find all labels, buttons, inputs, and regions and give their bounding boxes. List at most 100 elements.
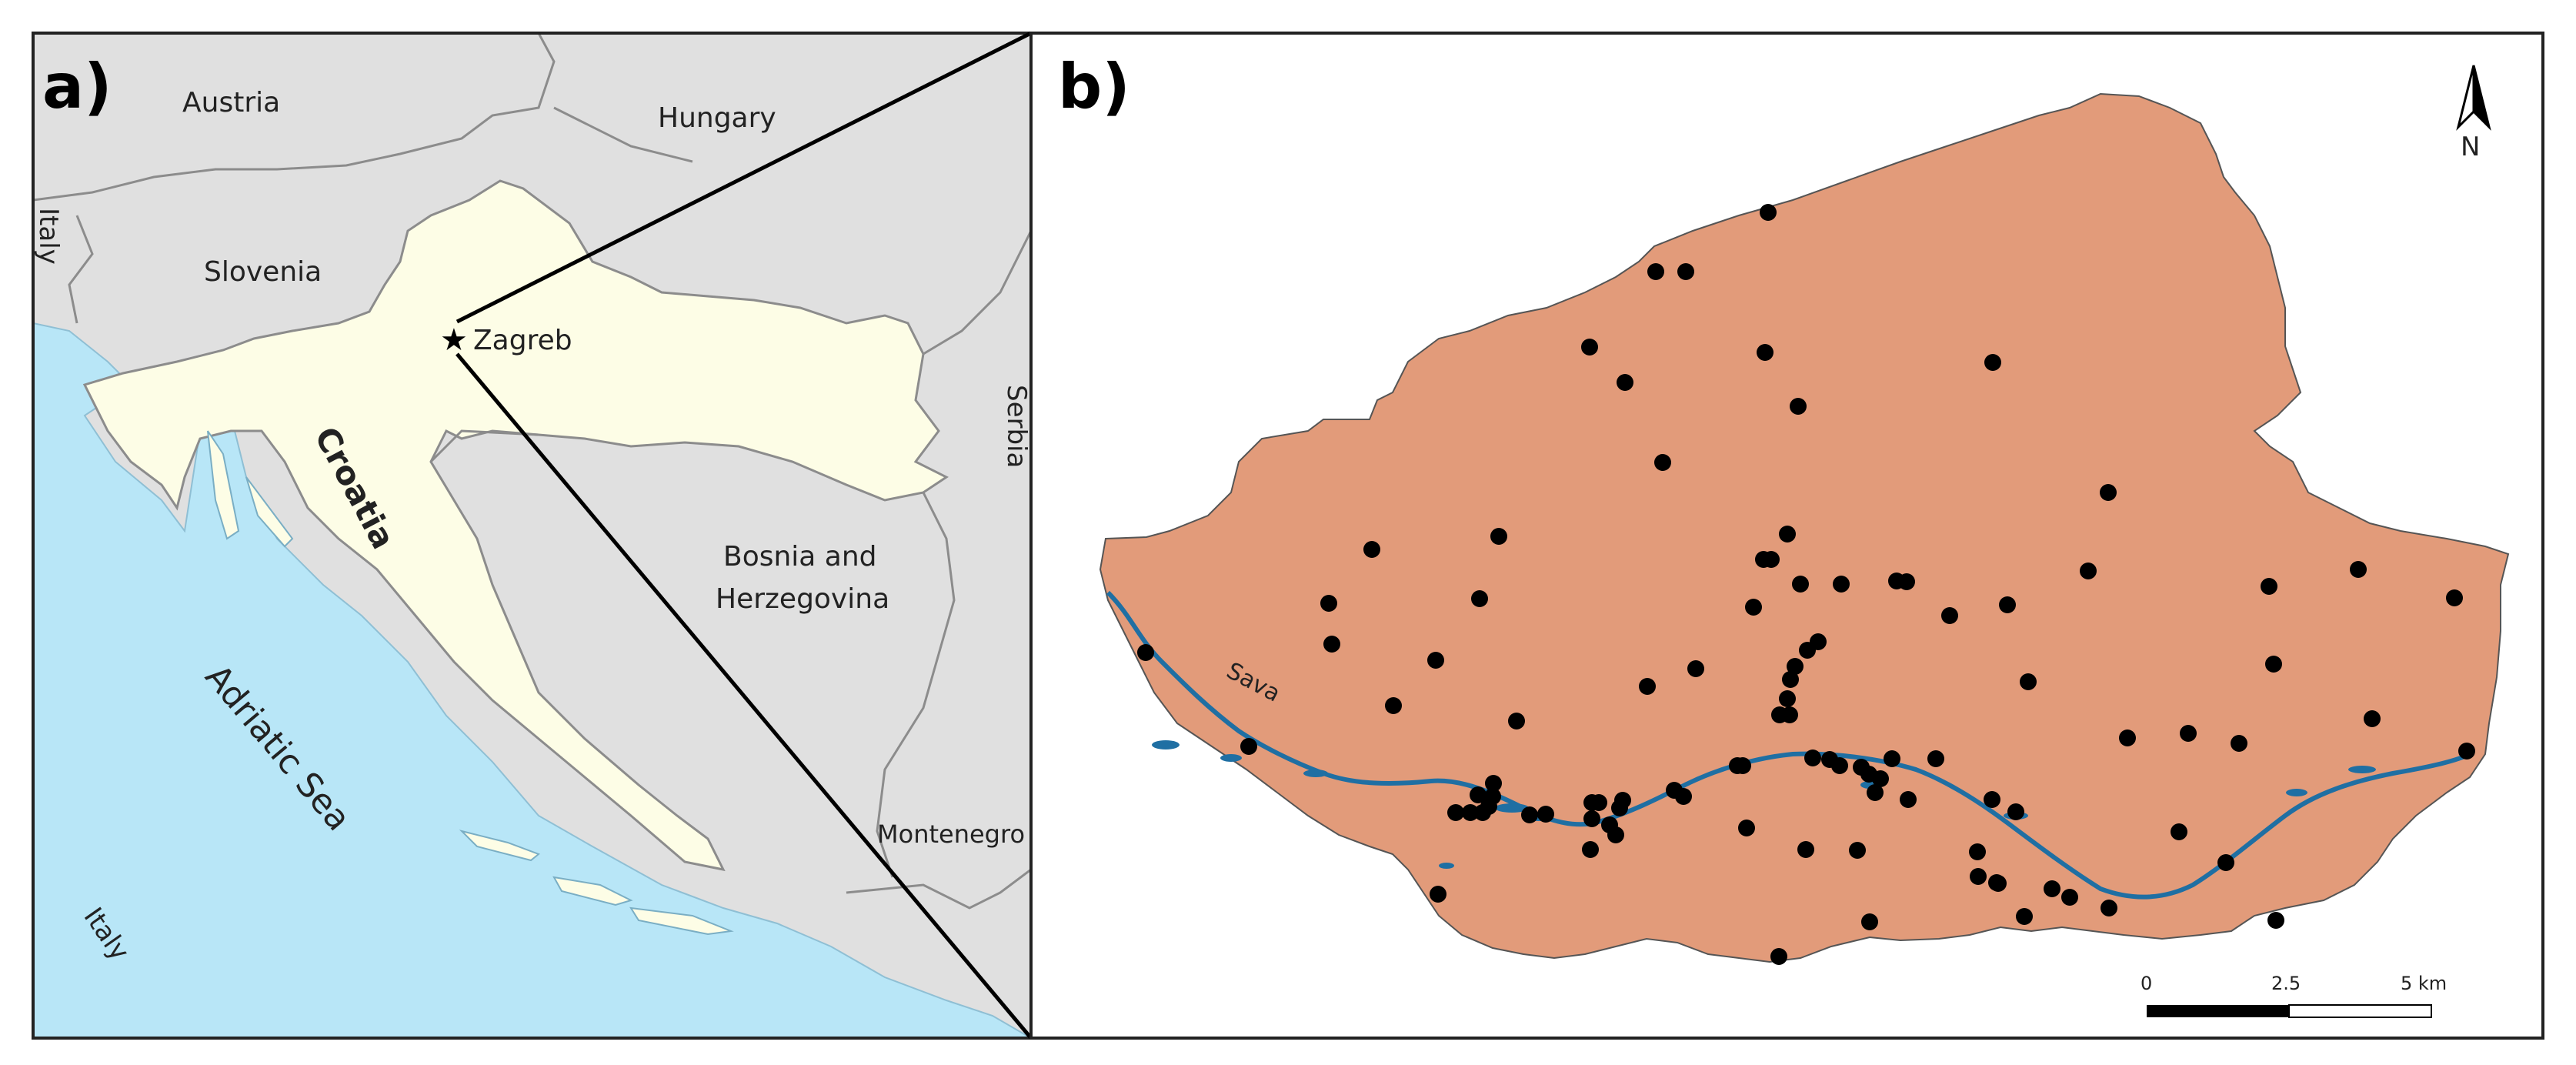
connector-line-bottom [455,352,1033,1040]
sample-point [1639,678,1656,695]
sample-point [1738,820,1755,836]
label-zagreb: Zagreb [473,325,572,356]
sample-point [1617,374,1633,391]
scale-tick-5: 5 km [2401,973,2447,994]
label-bosnia-1: Bosnia and [723,541,877,573]
sample-point [1999,596,2016,613]
sample-point [1779,526,1796,543]
sample-point [1763,551,1780,568]
sample-point [2016,908,2033,925]
sample-points [1137,204,2475,965]
sample-point [2265,656,2282,673]
country-borders [33,33,1031,910]
north-label: N [2461,132,2480,162]
panel-a-label: a) [42,51,112,122]
sample-point [1675,788,1692,805]
sample-point [1447,804,1464,821]
sample-point [1779,690,1796,707]
sava-river [1106,590,2471,900]
label-montenegro: Montenegro [877,820,1025,849]
label-austria: Austria [182,87,280,119]
sample-point [1860,766,1877,783]
sample-point [1799,642,1816,659]
sample-point [1970,868,1987,885]
sample-point [1485,775,1502,792]
sample-point [2458,743,2475,760]
scale-bar [2147,1004,2432,1018]
sample-point [1430,886,1446,903]
label-italy-north: Italy [33,208,64,265]
sample-point [1521,806,1538,823]
sample-point [1323,636,1340,653]
sample-point [1647,263,1664,280]
islands [207,430,734,936]
sample-point [1677,263,1694,280]
sample-point [1884,750,1900,767]
sample-point [1471,590,1488,607]
sample-point [1490,528,1507,545]
sample-point [1462,804,1479,821]
sample-point [1320,595,1337,612]
sample-point [1984,354,2001,371]
scale-tick-0: 0 [2141,973,2152,994]
label-slovenia: Slovenia [204,256,322,288]
scale-tick-2-5: 2.5 [2271,973,2301,994]
sample-point [1781,706,1798,723]
sample-point [2261,578,2277,595]
sample-point [2101,900,2117,916]
sample-point [1792,576,1809,593]
sample-point [1734,757,1751,774]
sample-point [1867,784,1884,801]
sample-point [1480,798,1497,815]
sample-point [1760,204,1777,221]
sample-point [2119,729,2136,746]
sample-point [1427,652,1444,669]
sample-point [1654,454,1671,471]
sample-point [1790,398,1807,415]
sample-point [2231,735,2247,752]
sample-point [1537,806,1554,823]
croatia-shape [82,179,949,872]
sample-point [2350,561,2367,578]
sample-point [1804,750,1821,766]
label-serbia: Serbia [1001,385,1032,468]
adriatic-sea [33,322,1031,1038]
sample-point [2267,912,2284,929]
sample-point [2364,710,2381,727]
sample-point [1611,800,1628,816]
sample-point [1363,541,1380,558]
sample-point [1833,576,1850,593]
sample-point [1240,738,1257,755]
sample-point [1849,842,1866,859]
sample-point [2007,803,2024,820]
sample-point [1782,671,1799,688]
sample-point [1990,875,2007,892]
north-arrow-icon [2456,65,2491,131]
sample-point [1137,644,1154,661]
sample-point [1745,599,1762,616]
sample-point [1470,786,1487,803]
sample-point [1385,697,1402,714]
sample-point [1831,757,1848,774]
zagreb-star-icon: ★ [440,322,468,358]
sample-point [2061,889,2078,906]
sample-point [2446,589,2463,606]
sample-point [1581,339,1598,356]
sample-point [1757,344,1774,361]
label-hungary: Hungary [658,102,776,134]
sample-point [1787,658,1804,675]
sample-point [1861,913,1878,930]
sample-point [1900,791,1917,808]
sample-point [1984,791,2000,808]
sample-point [2044,880,2060,897]
connector-line-top [455,31,1033,324]
sample-point [1687,660,1704,677]
sample-point [1770,948,1787,965]
sample-point [1583,810,1600,827]
sample-point [1969,843,1986,860]
sample-point [1582,841,1599,858]
sample-point [2217,854,2234,871]
sample-point [2171,823,2187,840]
panel-a-map [33,33,1031,1038]
